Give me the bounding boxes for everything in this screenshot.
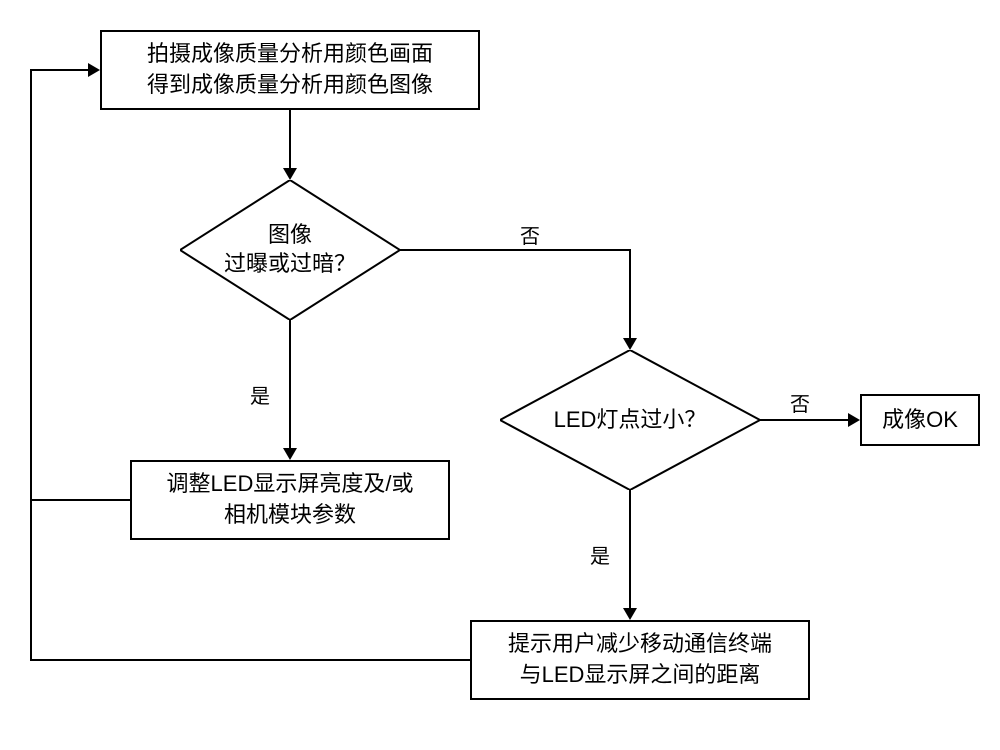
flowchart-canvas: 拍摄成像质量分析用颜色画面 得到成像质量分析用颜色图像 图像 过曝或过暗？ 否 …: [0, 0, 1000, 750]
label-no-2: 否: [790, 388, 810, 417]
arrowhead-icon: [623, 608, 637, 620]
edge-adjust-loop-h2: [30, 69, 88, 71]
arrowhead-icon: [283, 448, 297, 460]
node-imaging-ok: 成像OK: [860, 394, 980, 446]
edge-exposure-adjust: [289, 320, 291, 448]
node-ledsize: LED灯点过小？: [500, 350, 760, 490]
node-imaging-ok-text: 成像OK: [882, 405, 958, 436]
node-capture-line2: 得到成像质量分析用颜色图像: [147, 72, 433, 97]
node-exposure-line1: 图像: [268, 222, 312, 247]
edge-capture-exposure: [289, 110, 291, 170]
node-capture-line1: 拍摄成像质量分析用颜色画面: [147, 41, 433, 66]
node-exposure: 图像 过曝或过暗？: [180, 180, 400, 320]
node-capture: 拍摄成像质量分析用颜色画面 得到成像质量分析用颜色图像: [100, 30, 480, 110]
arrowhead-icon: [283, 168, 297, 180]
label-yes-1: 是: [250, 380, 270, 409]
edge-exposure-ledsize-h: [400, 249, 631, 251]
node-prompt-line1: 提示用户减少移动通信终端: [508, 631, 772, 656]
node-prompt: 提示用户减少移动通信终端 与LED显示屏之间的距离: [470, 620, 810, 700]
arrowhead-icon: [848, 413, 860, 427]
node-adjust: 调整LED显示屏亮度及/或 相机模块参数: [130, 460, 450, 540]
node-adjust-line1: 调整LED显示屏亮度及/或: [167, 471, 414, 496]
label-yes-2: 是: [590, 540, 610, 569]
edge-ledsize-prompt: [629, 490, 631, 608]
edge-adjust-loop-v: [30, 69, 32, 501]
edge-adjust-loop-h1: [30, 499, 130, 501]
label-no-1: 否: [520, 220, 540, 249]
arrowhead-icon: [88, 63, 100, 77]
edge-exposure-ledsize-v: [629, 249, 631, 340]
edge-prompt-loop-v: [30, 499, 32, 661]
node-exposure-line2: 过曝或过暗？: [224, 251, 356, 276]
node-ledsize-text: LED灯点过小？: [554, 406, 707, 435]
node-adjust-line2: 相机模块参数: [224, 502, 356, 527]
arrowhead-icon: [623, 338, 637, 350]
node-prompt-line2: 与LED显示屏之间的距离: [520, 662, 761, 687]
edge-ledsize-ok: [760, 419, 850, 421]
edge-prompt-loop-h1: [30, 659, 470, 661]
